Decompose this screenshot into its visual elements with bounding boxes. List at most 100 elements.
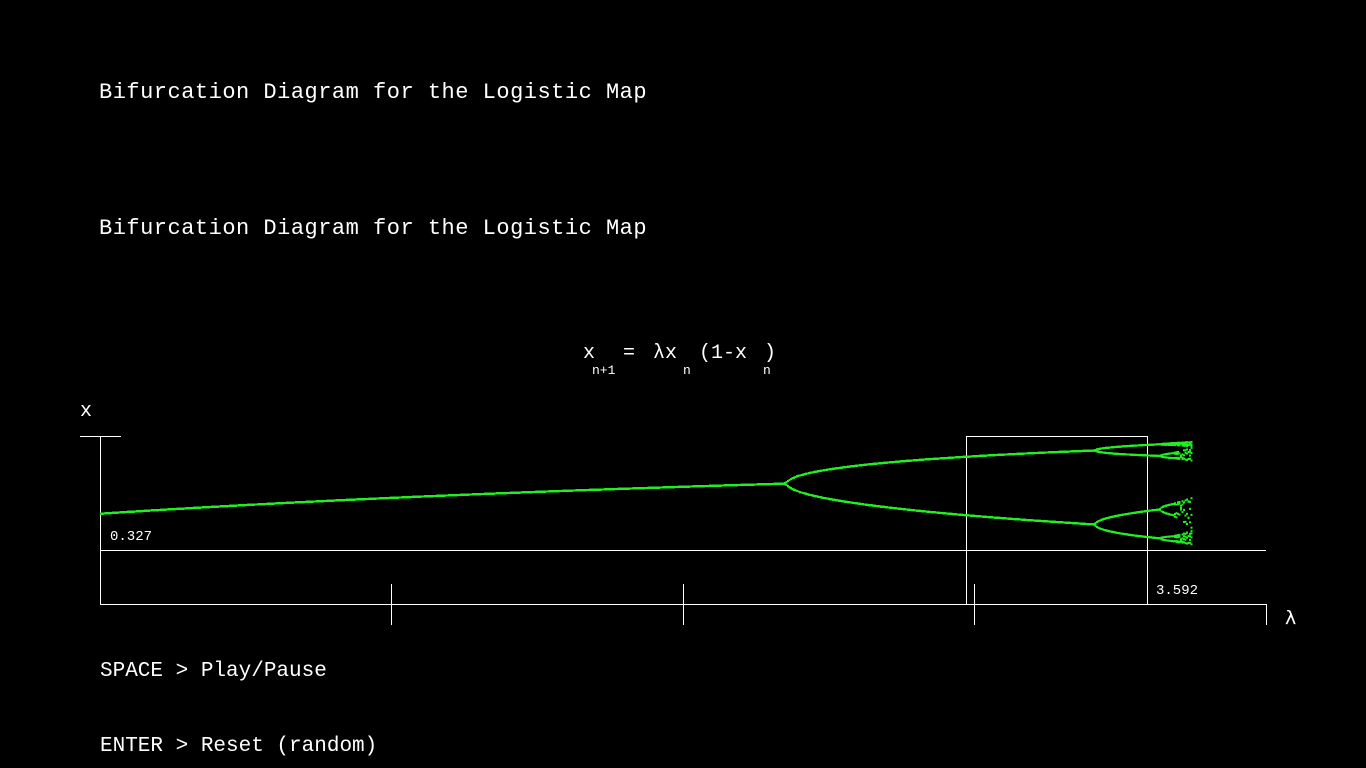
bifurcation-point bbox=[379, 497, 381, 500]
bifurcation-point bbox=[337, 499, 339, 502]
bifurcation-point bbox=[377, 497, 380, 500]
bifurcation-point bbox=[106, 512, 108, 515]
bifurcation-point bbox=[511, 491, 513, 494]
bifurcation-point bbox=[332, 499, 335, 502]
bifurcation-point bbox=[403, 496, 405, 499]
bifurcation-point bbox=[199, 506, 201, 509]
bifurcation-point bbox=[245, 504, 248, 506]
bifurcation-point bbox=[193, 506, 195, 509]
bifurcation-point bbox=[178, 507, 180, 510]
bifurcation-point bbox=[424, 495, 426, 498]
bifurcation-point bbox=[368, 497, 371, 500]
bifurcation-point bbox=[500, 492, 503, 495]
bifurcation-point bbox=[329, 499, 332, 502]
lambda-marker-value: 3.592 bbox=[1156, 583, 1198, 599]
bifurcation-point bbox=[361, 498, 363, 501]
bifurcation-point bbox=[229, 504, 231, 507]
bifurcation-point bbox=[355, 498, 357, 501]
bifurcation-point bbox=[211, 505, 213, 508]
bifurcation-point bbox=[335, 499, 338, 502]
bifurcation-point bbox=[394, 496, 396, 499]
bifurcation-point bbox=[257, 503, 260, 506]
bifurcation-point bbox=[242, 504, 245, 507]
bifurcation-point bbox=[451, 494, 453, 497]
bifurcation-point bbox=[230, 504, 233, 507]
bifurcation-point bbox=[512, 491, 515, 494]
bifurcation-point bbox=[206, 506, 209, 509]
bifurcation-point bbox=[104, 512, 107, 515]
eq-equals: = bbox=[623, 342, 636, 365]
bifurcation-point bbox=[101, 512, 104, 515]
bifurcation-point bbox=[532, 491, 534, 493]
bifurcation-point bbox=[113, 511, 116, 514]
bifurcation-point bbox=[196, 506, 198, 509]
bifurcation-point bbox=[241, 504, 243, 507]
bifurcation-point bbox=[413, 495, 416, 498]
bifurcation-point bbox=[181, 507, 183, 510]
bifurcation-point bbox=[383, 497, 386, 500]
bifurcation-point bbox=[265, 503, 267, 505]
bifurcation-point bbox=[202, 506, 204, 509]
bifurcation-point bbox=[142, 510, 144, 512]
bifurcation-point bbox=[212, 505, 215, 508]
bifurcation-point bbox=[488, 492, 491, 495]
bifurcation-point bbox=[137, 510, 140, 513]
bifurcation-point bbox=[250, 503, 252, 506]
bifurcation-point bbox=[280, 502, 282, 505]
x-axis-label: λ bbox=[1285, 607, 1296, 629]
bifurcation-point bbox=[397, 496, 399, 499]
bifurcation-point bbox=[415, 495, 417, 498]
bifurcation-point bbox=[454, 494, 456, 497]
bifurcation-point bbox=[433, 495, 435, 497]
bifurcation-point bbox=[163, 508, 165, 511]
page-title: Bifurcation Diagram for the Logistic Map bbox=[99, 80, 648, 105]
bifurcation-point bbox=[410, 496, 413, 498]
bifurcation-point bbox=[289, 501, 291, 504]
bifurcation-point bbox=[422, 495, 425, 498]
bifurcation-point bbox=[221, 505, 224, 508]
bifurcation-point bbox=[467, 493, 470, 496]
bifurcation-point bbox=[172, 508, 174, 511]
bifurcation-point bbox=[320, 500, 323, 503]
bifurcation-point bbox=[260, 503, 263, 506]
bifurcation-point bbox=[148, 509, 150, 512]
bifurcation-point bbox=[425, 495, 428, 498]
bifurcation-point bbox=[533, 491, 536, 493]
bifurcation-point bbox=[139, 510, 141, 513]
bifurcation-point bbox=[464, 493, 467, 496]
eq-sub-n-a: n bbox=[683, 363, 691, 378]
bifurcation-point bbox=[173, 508, 176, 511]
bifurcation-point bbox=[116, 511, 119, 514]
bifurcation-point bbox=[197, 506, 200, 509]
bifurcation-point bbox=[110, 512, 113, 514]
bifurcation-point bbox=[131, 510, 134, 513]
bifurcation-point bbox=[545, 490, 548, 493]
bifurcation-point bbox=[428, 495, 431, 498]
bifurcation-point bbox=[542, 490, 545, 493]
bifurcation-point bbox=[521, 491, 524, 494]
bifurcation-point bbox=[235, 504, 237, 507]
bifurcation-point bbox=[356, 498, 359, 501]
bifurcation-point bbox=[385, 497, 387, 500]
bifurcation-point bbox=[524, 491, 527, 494]
bifurcation-point bbox=[497, 492, 500, 495]
bifurcation-point bbox=[553, 490, 555, 493]
bifurcation-point bbox=[247, 503, 249, 506]
bifurcation-point bbox=[259, 503, 261, 506]
bifurcation-point bbox=[169, 508, 171, 511]
bifurcation-point bbox=[281, 502, 284, 505]
bifurcation-point bbox=[301, 501, 303, 504]
bifurcation-point bbox=[536, 490, 539, 493]
bifurcation-point bbox=[479, 493, 482, 496]
bifurcation-point bbox=[214, 505, 216, 508]
bifurcation-point bbox=[481, 493, 483, 495]
bifurcation-point bbox=[133, 510, 135, 513]
bifurcation-point bbox=[557, 490, 560, 493]
bifurcation-point bbox=[505, 492, 507, 495]
eq-paren: (1-x bbox=[699, 342, 748, 365]
bifurcation-point bbox=[490, 492, 492, 495]
bifurcation-point bbox=[317, 500, 320, 503]
bifurcation-point bbox=[200, 506, 203, 509]
bifurcation-point bbox=[127, 510, 129, 513]
bifurcation-point bbox=[560, 490, 563, 492]
